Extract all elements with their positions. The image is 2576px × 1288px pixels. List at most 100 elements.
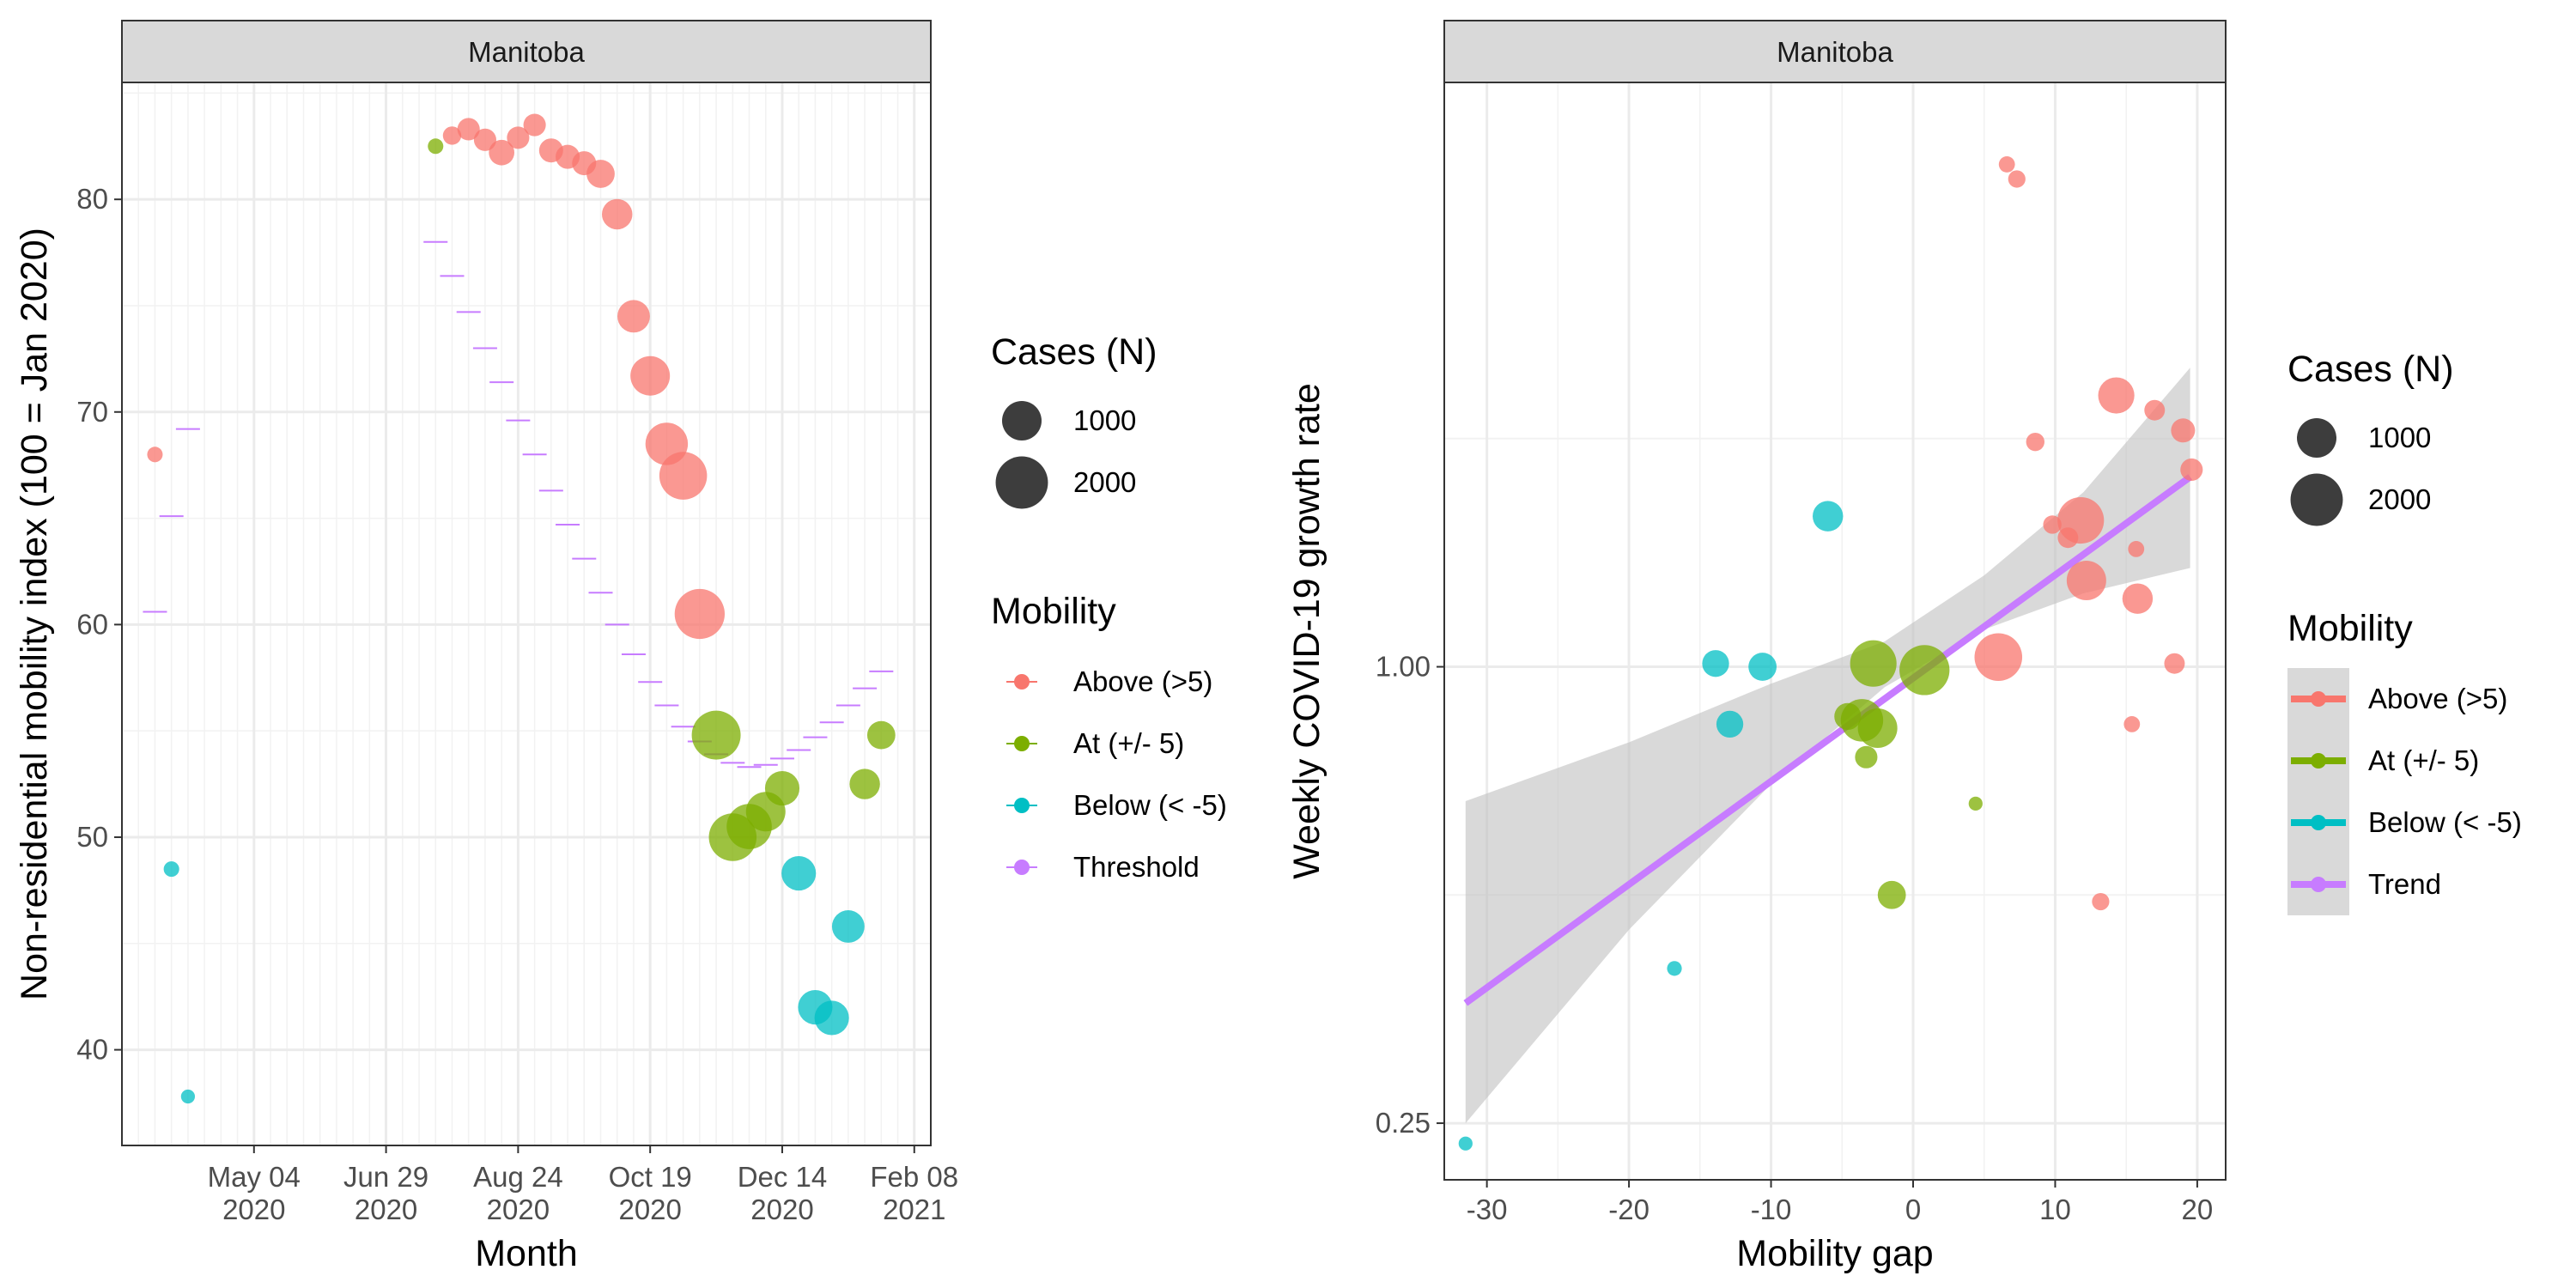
- mobility-point: [473, 128, 496, 151]
- x-tick-label: 10: [2039, 1194, 2071, 1225]
- color-legend-label: Trend: [2368, 868, 2441, 900]
- mobility-point: [764, 770, 800, 806]
- mobility-point: [507, 126, 530, 149]
- mobility-point: [617, 300, 650, 333]
- left-legend-color-keys: Above (>5) At (+/- 5) Below (< -5) Threshol…: [1006, 665, 1227, 883]
- size-legend-label: 2000: [2368, 483, 2431, 515]
- trend-confidence-ribbon: [1465, 368, 2190, 1124]
- growth-point: [2122, 583, 2154, 614]
- growth-point: [1974, 633, 2023, 681]
- y-tick-label: 40: [76, 1034, 108, 1066]
- color-legend-label: Below (< -5): [1073, 789, 1227, 821]
- left-legend-size-title: Cases (N): [991, 331, 1157, 373]
- color-legend-key: [2311, 877, 2326, 892]
- growth-point: [1850, 640, 1897, 687]
- y-tick-label: 60: [76, 608, 108, 640]
- mobility-point: [691, 710, 741, 760]
- left-strip-background: [121, 20, 932, 83]
- growth-point: [2066, 560, 2106, 600]
- mobility-point: [147, 447, 163, 463]
- color-legend-key: [1014, 674, 1030, 690]
- color-legend-label: Below (< -5): [2368, 806, 2522, 838]
- right-data-points: [1458, 156, 2203, 1151]
- right-x-axis-title: Mobility gap: [1736, 1233, 1933, 1274]
- left-y-axis: 40 50 60 70 80: [76, 183, 122, 1066]
- growth-point: [2144, 399, 2166, 421]
- mobility-point: [630, 355, 671, 396]
- growth-point: [2008, 170, 2026, 188]
- left-legend: Cases (N) 1000 2000 Mobility Above (>5) At…: [991, 331, 1227, 883]
- growth-point: [1998, 156, 2015, 173]
- left-y-axis-title: Non-residential mobility index (100 = Ja…: [14, 228, 55, 1000]
- x-tick-label: Aug 24: [473, 1161, 563, 1193]
- growth-point: [1748, 653, 1777, 681]
- mobility-point: [849, 769, 880, 799]
- mobility-point: [442, 126, 462, 145]
- size-legend-key: [2290, 473, 2343, 526]
- growth-point: [1899, 645, 1950, 696]
- left-legend-color-title: Mobility: [991, 591, 1116, 632]
- right-legend-size-title: Cases (N): [2287, 349, 2454, 390]
- x-tick-label: 20: [2182, 1194, 2214, 1225]
- growth-point: [2123, 715, 2141, 732]
- x-tick-label: Feb 08: [870, 1161, 958, 1193]
- x-tick-label: -10: [1751, 1194, 1792, 1225]
- growth-point: [2057, 496, 2105, 544]
- growth-point: [2128, 540, 2145, 557]
- x-tick-label: Dec 14: [738, 1161, 828, 1193]
- left-threshold-markers: [143, 240, 894, 769]
- growth-point: [1458, 1136, 1473, 1151]
- mobility-point: [457, 118, 480, 141]
- x-tick-label: -20: [1608, 1194, 1649, 1225]
- right-x-axis: -30 -20 -10 0 10 20: [1467, 1180, 2213, 1225]
- color-legend-key: [2311, 753, 2326, 769]
- growth-point: [2092, 892, 2110, 911]
- size-legend-label: 1000: [1073, 404, 1136, 436]
- growth-point: [1855, 745, 1878, 769]
- x-tick-label: Oct 19: [609, 1161, 692, 1193]
- color-legend-key: [2311, 691, 2326, 707]
- growth-point: [2043, 515, 2062, 534]
- growth-point: [1812, 501, 1844, 532]
- color-legend-label: At (+/- 5): [2368, 744, 2479, 776]
- y-tick-label: 80: [76, 183, 108, 215]
- left-x-axis-title: Month: [475, 1233, 578, 1274]
- left-plot-background: [122, 82, 931, 1145]
- x-tick-label: 2020: [222, 1194, 285, 1225]
- mobility-point: [831, 910, 865, 943]
- right-y-axis: 0.25 1.00: [1376, 651, 1444, 1139]
- mobility-point: [523, 113, 546, 137]
- x-tick-label: 2020: [618, 1194, 681, 1225]
- right-legend-size-keys: 1000 2000: [2290, 418, 2431, 526]
- size-legend-label: 2000: [1073, 466, 1136, 498]
- growth-point: [2180, 458, 2203, 481]
- x-tick-label: 0: [1905, 1194, 1921, 1225]
- x-tick-label: 2020: [750, 1194, 813, 1225]
- x-tick-label: May 04: [208, 1161, 301, 1193]
- color-legend-background: [2287, 668, 2349, 915]
- x-tick-label: Jun 29: [343, 1161, 428, 1193]
- mobility-point: [586, 160, 615, 188]
- growth-point: [2026, 432, 2044, 452]
- y-tick-label: 1.00: [1376, 651, 1431, 683]
- growth-point: [2098, 377, 2135, 414]
- left-plot-border: [121, 82, 932, 1146]
- x-tick-label: 2020: [355, 1194, 417, 1225]
- mobility-point: [602, 198, 633, 230]
- x-tick-label: 2020: [487, 1194, 550, 1225]
- color-legend-label: Above (>5): [1073, 665, 1212, 697]
- growth-point: [1857, 708, 1898, 748]
- mobility-point: [428, 138, 444, 155]
- mobility-point: [866, 720, 896, 750]
- size-legend-key: [2297, 418, 2336, 458]
- size-legend-key: [995, 456, 1048, 509]
- y-tick-label: 0.25: [1376, 1107, 1431, 1139]
- growth-point: [1877, 880, 1906, 909]
- left-data-points: [147, 113, 896, 1104]
- y-tick-label: 50: [76, 821, 108, 853]
- growth-point: [1716, 710, 1744, 738]
- growth-point: [2171, 418, 2196, 443]
